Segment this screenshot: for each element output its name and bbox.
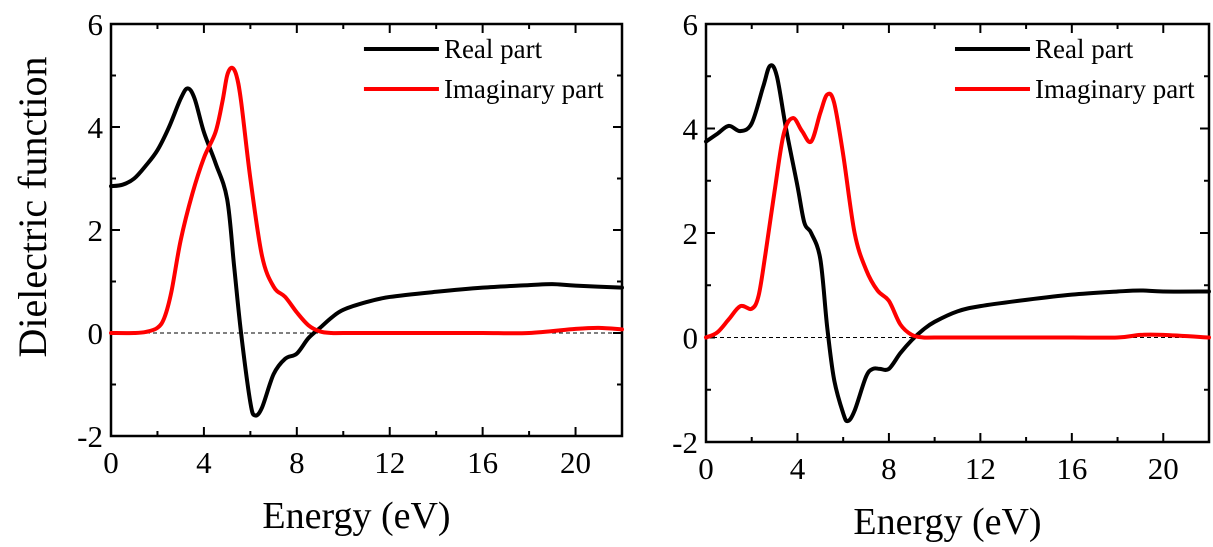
left-x-tick-label: 12 [374, 445, 405, 480]
right-x-tick-label: 16 [1056, 451, 1087, 486]
right-legend-label-imaginary-part: Imaginary part [1035, 74, 1195, 104]
right-x-tick-label: 4 [790, 451, 806, 486]
left-y-tick-label: 0 [88, 316, 104, 351]
right-series-imaginary-part [704, 91, 1211, 340]
left-y-tick-label: 4 [88, 110, 104, 145]
right-y-tick-label: 4 [683, 112, 699, 147]
left-legend-label-real-part: Real part [444, 34, 543, 64]
right-y-tick-label: 0 [683, 321, 699, 356]
left-y-tick-label: -2 [77, 419, 103, 454]
right-x-tick-label: 0 [698, 451, 714, 486]
right-y-tick-label: -2 [672, 425, 698, 460]
right-series-real-part [704, 63, 1211, 424]
left-series-real-part [109, 86, 624, 418]
left-x-tick-label: 4 [196, 445, 212, 480]
right-x-axis-label: Energy (eV) [853, 501, 1041, 543]
left-legend-label-imaginary-part: Imaginary part [444, 74, 604, 104]
right-x-tick-label: 20 [1148, 451, 1179, 486]
right-x-tick-label: 12 [965, 451, 996, 486]
left-series-imaginary-part [109, 65, 624, 336]
right-y-tick-label: 6 [683, 7, 699, 42]
right-x-tick-label: 8 [881, 451, 897, 486]
left-y-tick-label: 6 [88, 7, 104, 42]
left-x-tick-label: 20 [560, 445, 591, 480]
left-y-tick-label: 2 [88, 213, 104, 248]
right-y-tick-label: 2 [683, 216, 699, 251]
right-legend-label-real-part: Real part [1035, 34, 1134, 64]
left-x-tick-label: 16 [467, 445, 498, 480]
left-x-axis-label: Energy (eV) [262, 495, 450, 537]
left-x-tick-label: 8 [289, 445, 305, 480]
left-x-tick-label: 0 [103, 445, 119, 480]
figure-ylabel: Dielectric function [10, 57, 55, 358]
